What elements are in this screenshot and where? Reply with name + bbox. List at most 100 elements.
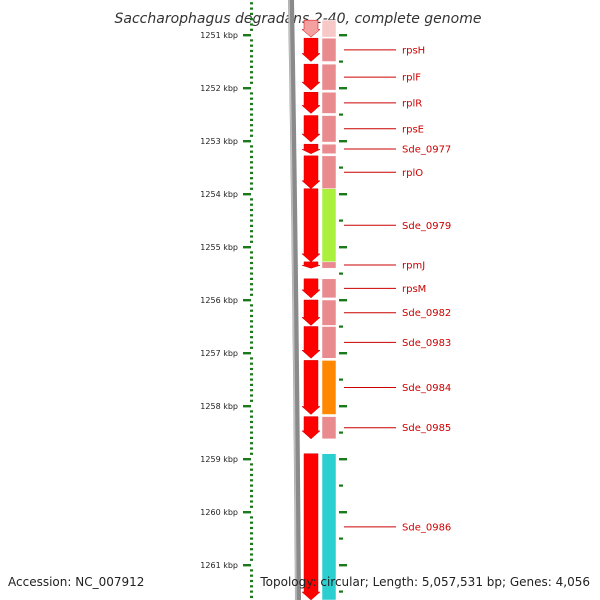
ruler-minor-tick xyxy=(250,171,253,174)
right-minor-tick xyxy=(339,431,343,434)
ruler-major-tick xyxy=(243,405,251,408)
ruler-tick-label: 1253 kbp xyxy=(200,137,238,146)
ruler-minor-tick xyxy=(250,65,253,68)
ruler-minor-tick xyxy=(250,288,253,291)
ruler-minor-tick xyxy=(250,71,253,74)
right-major-tick xyxy=(339,140,347,143)
gene-label: rplR xyxy=(402,98,422,109)
gene-arrow xyxy=(301,453,321,600)
gene-block xyxy=(321,19,337,38)
ruler-minor-tick xyxy=(250,272,253,275)
ruler-minor-tick xyxy=(250,182,253,185)
ruler-minor-tick xyxy=(250,256,253,259)
ruler-minor-tick xyxy=(250,500,253,503)
genome-backbone-highlight xyxy=(288,0,297,600)
ruler-minor-tick xyxy=(250,118,253,121)
gene-arrow xyxy=(301,261,321,269)
right-minor-tick xyxy=(339,166,343,169)
ruler-minor-tick xyxy=(250,521,253,524)
ruler-minor-tick xyxy=(250,81,253,84)
ruler-minor-tick xyxy=(250,579,253,583)
ruler-minor-tick xyxy=(250,314,253,318)
gene-arrow xyxy=(301,299,321,326)
ruler-minor-tick xyxy=(250,18,253,21)
ruler-minor-tick xyxy=(250,97,253,100)
ruler-minor-tick xyxy=(250,378,253,381)
ruler-minor-tick xyxy=(250,463,253,466)
ruler-minor-tick xyxy=(250,60,253,63)
ruler-tick-label: 1258 kbp xyxy=(200,402,238,411)
ruler-major-tick xyxy=(243,34,251,37)
topology-text: Topology: circular; Length: 5,057,531 bp… xyxy=(259,575,590,589)
gene-arrow xyxy=(301,91,321,114)
ruler-minor-tick xyxy=(250,161,253,164)
ruler-minor-tick xyxy=(250,532,253,535)
gene-arrow xyxy=(301,326,321,359)
right-major-tick xyxy=(339,87,347,90)
ruler-minor-tick xyxy=(250,553,253,556)
ruler-tick-label: 1257 kbp xyxy=(200,349,238,358)
gene-label: Sde_0985 xyxy=(402,423,451,434)
ruler-major-tick xyxy=(243,246,251,249)
ruler-minor-tick xyxy=(250,346,253,349)
gene-block xyxy=(321,278,337,299)
ruler-minor-tick xyxy=(250,235,253,238)
gene-label: rpsH xyxy=(402,45,425,56)
ruler-minor-tick xyxy=(250,203,253,206)
ruler-minor-tick xyxy=(250,362,253,365)
ruler-minor-tick xyxy=(250,436,253,439)
gene-labels: rpsH rplF rplR rpsE Sde_0977 rplO Sde_0979 rpmJ… xyxy=(344,45,451,533)
genome-backbone xyxy=(288,0,301,600)
ruler-tick-label: 1261 kbp xyxy=(200,561,238,570)
ruler-minor-tick xyxy=(250,537,253,540)
ruler-minor-tick xyxy=(250,394,253,397)
ruler-minor-tick xyxy=(250,2,253,5)
ruler-minor-tick xyxy=(250,574,253,577)
ruler-minor-tick xyxy=(250,304,253,307)
ruler-minor-tick xyxy=(250,590,253,593)
ruler-minor-tick xyxy=(250,166,253,169)
right-minor-tick xyxy=(339,219,343,222)
gene-block xyxy=(321,115,337,143)
ruler-major-tick xyxy=(243,299,251,302)
ruler-tick-label: 1260 kbp xyxy=(200,508,238,517)
ruler-minor-tick xyxy=(250,389,253,392)
ruler-minor-tick xyxy=(250,516,253,519)
ruler-minor-tick xyxy=(250,320,253,323)
ruler-minor-tick xyxy=(250,336,253,339)
ruler-minor-tick xyxy=(250,55,253,58)
ruler-minor-tick xyxy=(250,569,253,572)
ruler-major-tick xyxy=(243,87,251,90)
right-minor-tick xyxy=(339,378,343,381)
ruler-minor-tick xyxy=(250,426,253,429)
right-minor-tick xyxy=(339,537,343,540)
ruler-minor-tick xyxy=(250,208,253,212)
ruler-minor-tick xyxy=(250,495,253,498)
gene-arrow xyxy=(301,155,321,190)
ruler-minor-tick xyxy=(250,283,253,286)
ruler-minor-tick xyxy=(250,415,253,418)
ruler-minor-tick xyxy=(250,309,253,312)
gene-features xyxy=(301,19,337,600)
gene-arrow xyxy=(301,143,321,154)
gene-label: rplO xyxy=(402,168,423,179)
gene-label: Sde_0986 xyxy=(402,522,451,533)
gene-arrow xyxy=(301,37,321,62)
right-major-tick xyxy=(339,34,347,37)
ruler-minor-tick xyxy=(250,367,253,371)
gene-label: Sde_0983 xyxy=(402,338,451,349)
ruler-minor-tick xyxy=(250,129,253,132)
right-major-tick xyxy=(339,193,347,196)
gene-label: Sde_0979 xyxy=(402,221,451,232)
right-minor-tick xyxy=(339,60,343,63)
ruler-minor-tick xyxy=(250,108,253,111)
gene-block xyxy=(321,261,337,269)
ruler-major-tick xyxy=(243,352,251,355)
ruler: 1251 kbp 1252 kbp 1253 kbp 1254 kbp 1255 kbp… xyxy=(200,2,347,598)
gene-block xyxy=(321,91,337,114)
gene-arrow xyxy=(301,19,321,38)
ruler-minor-tick xyxy=(250,595,253,598)
gene-arrow xyxy=(301,360,321,415)
right-major-tick xyxy=(339,564,347,567)
gene-label: Sde_0982 xyxy=(402,308,451,319)
